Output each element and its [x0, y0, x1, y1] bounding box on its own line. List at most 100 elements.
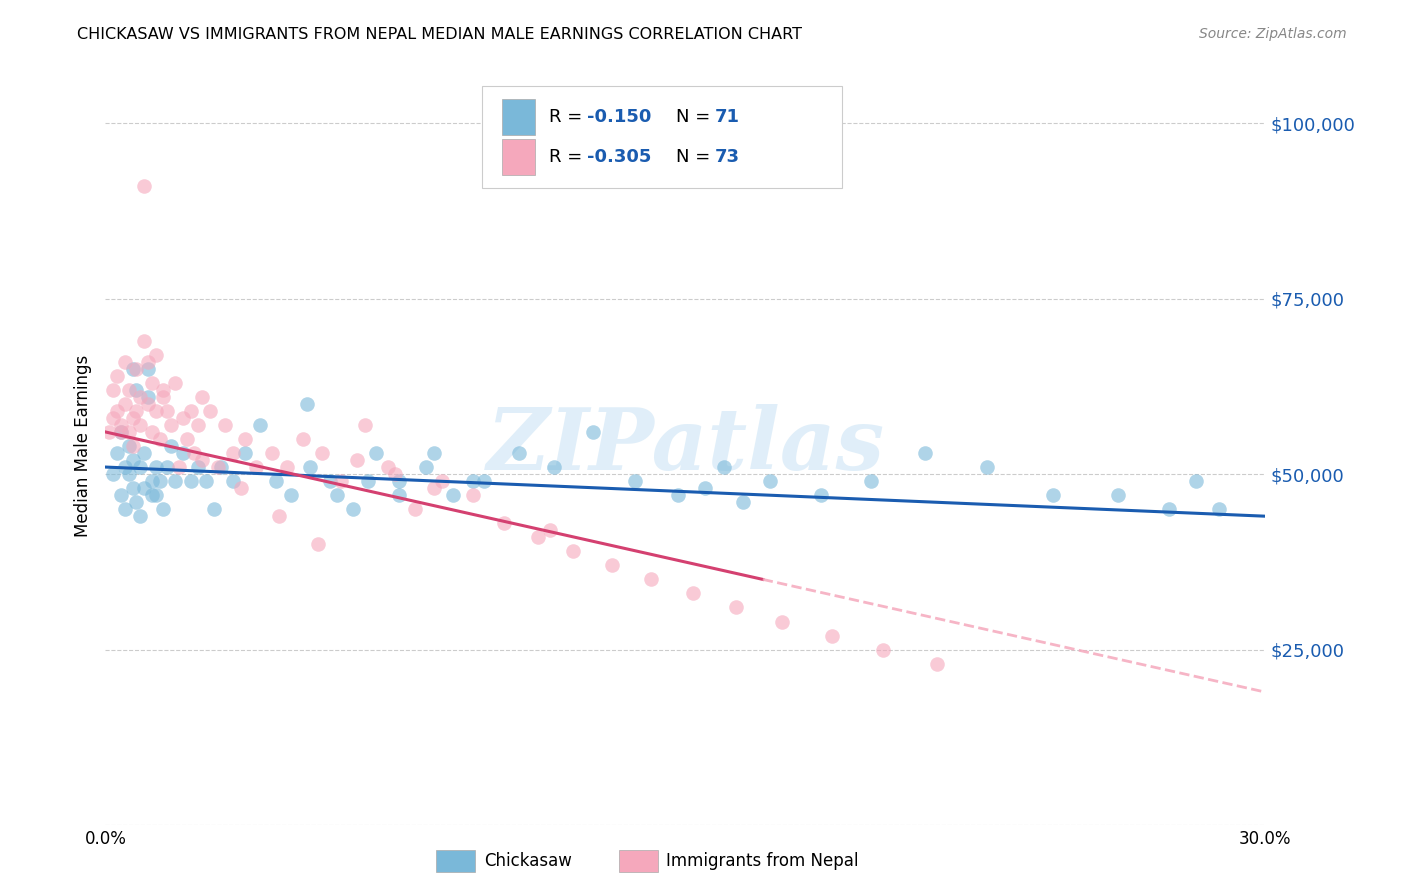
Point [156, 404, 179, 418]
Point [269, 509, 291, 524]
Point [423, 481, 446, 495]
Point [821, 628, 844, 642]
Text: -0.305: -0.305 [586, 148, 651, 166]
Point [914, 446, 936, 460]
Point [136, 390, 159, 404]
Point [713, 460, 735, 475]
Point [145, 460, 167, 475]
Point [152, 383, 174, 397]
Point [121, 411, 143, 425]
Point [388, 488, 411, 502]
Point [180, 404, 202, 418]
Point [129, 509, 152, 524]
Point [132, 334, 156, 348]
Point [187, 460, 209, 475]
Point [129, 390, 152, 404]
Point [810, 488, 832, 502]
Point [357, 474, 380, 488]
Point [172, 446, 194, 460]
Text: Source: ZipAtlas.com: Source: ZipAtlas.com [1199, 27, 1347, 41]
Point [103, 383, 124, 397]
Point [125, 383, 148, 397]
Point [105, 446, 128, 460]
Point [925, 657, 948, 671]
Point [423, 446, 446, 460]
Point [145, 488, 167, 502]
Point [198, 404, 221, 418]
Point [346, 453, 368, 467]
Point [640, 573, 662, 587]
Point [105, 368, 128, 383]
Point [527, 530, 550, 544]
Text: Immigrants from Nepal: Immigrants from Nepal [666, 852, 859, 871]
Point [129, 417, 152, 432]
Point [136, 361, 159, 376]
Point [1042, 488, 1064, 502]
Point [430, 474, 453, 488]
Point [624, 474, 647, 488]
Point [388, 474, 411, 488]
Point [759, 474, 782, 488]
FancyBboxPatch shape [482, 86, 842, 188]
Point [976, 460, 998, 475]
Point [114, 397, 136, 411]
Point [141, 488, 163, 502]
Point [145, 404, 167, 418]
Point [110, 425, 132, 439]
Point [156, 460, 179, 475]
Point [682, 586, 704, 600]
Point [1208, 502, 1230, 516]
Point [132, 481, 156, 495]
Point [110, 488, 132, 502]
Point [1185, 474, 1208, 488]
Point [141, 425, 163, 439]
Point [129, 460, 152, 475]
Point [492, 516, 515, 531]
Point [307, 537, 329, 551]
Point [167, 460, 190, 475]
Point [152, 390, 174, 404]
Point [132, 446, 156, 460]
Point [366, 446, 388, 460]
Point [441, 488, 464, 502]
Point [121, 481, 143, 495]
Point [114, 460, 136, 475]
Point [245, 460, 267, 475]
Point [160, 417, 183, 432]
Point [280, 488, 302, 502]
Point [187, 417, 209, 432]
Text: -0.150: -0.150 [586, 108, 651, 126]
Text: 73: 73 [714, 148, 740, 166]
Point [404, 502, 426, 516]
Point [98, 425, 121, 439]
Y-axis label: Median Male Earnings: Median Male Earnings [73, 355, 91, 537]
Point [249, 417, 271, 432]
Point [222, 446, 245, 460]
Point [118, 467, 141, 481]
Point [233, 432, 256, 446]
Point [1157, 502, 1180, 516]
Point [353, 417, 375, 432]
Text: R =: R = [548, 108, 588, 126]
Point [264, 474, 287, 488]
Text: ZIPatlas: ZIPatlas [486, 404, 884, 488]
Point [693, 481, 716, 495]
Point [222, 474, 245, 488]
Point [145, 348, 167, 362]
Point [194, 474, 218, 488]
Point [191, 390, 214, 404]
Point [103, 467, 124, 481]
Point [121, 361, 143, 376]
Point [165, 474, 187, 488]
Text: CHICKASAW VS IMMIGRANTS FROM NEPAL MEDIAN MALE EARNINGS CORRELATION CHART: CHICKASAW VS IMMIGRANTS FROM NEPAL MEDIA… [77, 27, 803, 42]
Point [299, 460, 322, 475]
Point [105, 404, 128, 418]
Point [276, 460, 298, 475]
Point [180, 474, 202, 488]
Point [136, 397, 159, 411]
Point [136, 355, 159, 369]
Point [377, 460, 399, 475]
Point [118, 425, 141, 439]
Point [110, 425, 132, 439]
Point [191, 453, 214, 467]
